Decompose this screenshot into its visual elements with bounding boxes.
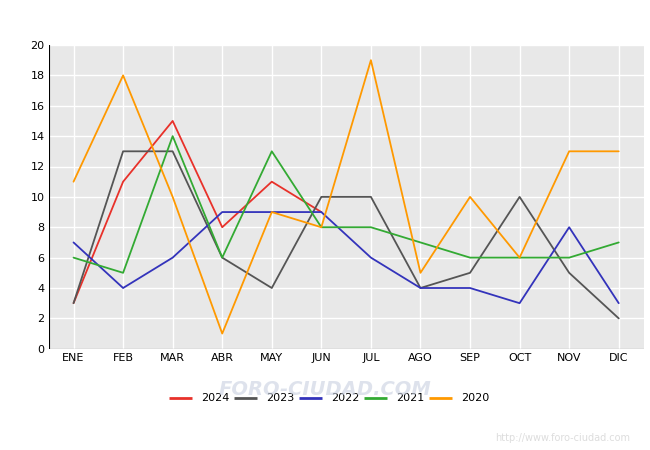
- Text: 2021: 2021: [396, 393, 424, 403]
- Text: http://www.foro-ciudad.com: http://www.foro-ciudad.com: [495, 432, 630, 443]
- Text: 2022: 2022: [332, 393, 360, 403]
- Text: 2023: 2023: [266, 393, 294, 403]
- Text: FORO-CIUDAD.COM: FORO-CIUDAD.COM: [218, 380, 432, 399]
- Text: Matriculaciones de Vehiculos en Mollina: Matriculaciones de Vehiculos en Mollina: [160, 11, 490, 29]
- Text: 2024: 2024: [202, 393, 230, 403]
- Text: 2020: 2020: [462, 393, 489, 403]
